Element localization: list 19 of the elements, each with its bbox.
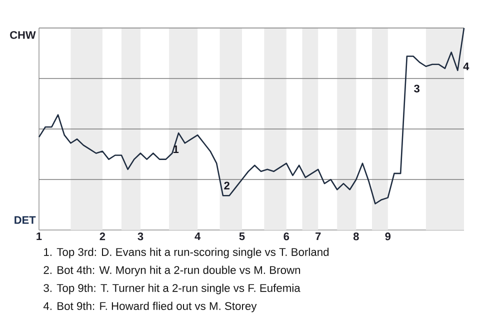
- x-tick-label: 3: [138, 232, 144, 240]
- text: 3. Top 9th: T. Turner hit a 2-run single vs F. Eufemia: [44, 284, 300, 294]
- text: DET: [14, 216, 36, 224]
- x-tick-label: 8: [353, 232, 359, 240]
- annotation: 4: [463, 62, 470, 70]
- x-tick-label: 5: [239, 232, 245, 240]
- x-tick-label: 9: [385, 232, 391, 240]
- text: 1. Top 3rd: D. Evans hit a run-scoring single vs T. Borland: [44, 248, 329, 258]
- annotation: 2: [224, 182, 230, 190]
- annotation: 3: [414, 84, 420, 92]
- text: CHW: [10, 31, 36, 39]
- x-tick-label: 6: [284, 232, 290, 240]
- x-tick-label: 7: [316, 232, 321, 240]
- x-tick-label: 1: [36, 232, 42, 240]
- text: 2. Bot 4th: W. Moryn hit a 2-run double vs M. Brown: [44, 266, 300, 276]
- x-tick-label: 2: [100, 232, 106, 240]
- x-tick-label: 4: [194, 232, 201, 240]
- annotation: 1: [173, 145, 179, 153]
- text: 4. Bot 9th: F. Howard flied out vs M. Storey: [43, 302, 257, 312]
